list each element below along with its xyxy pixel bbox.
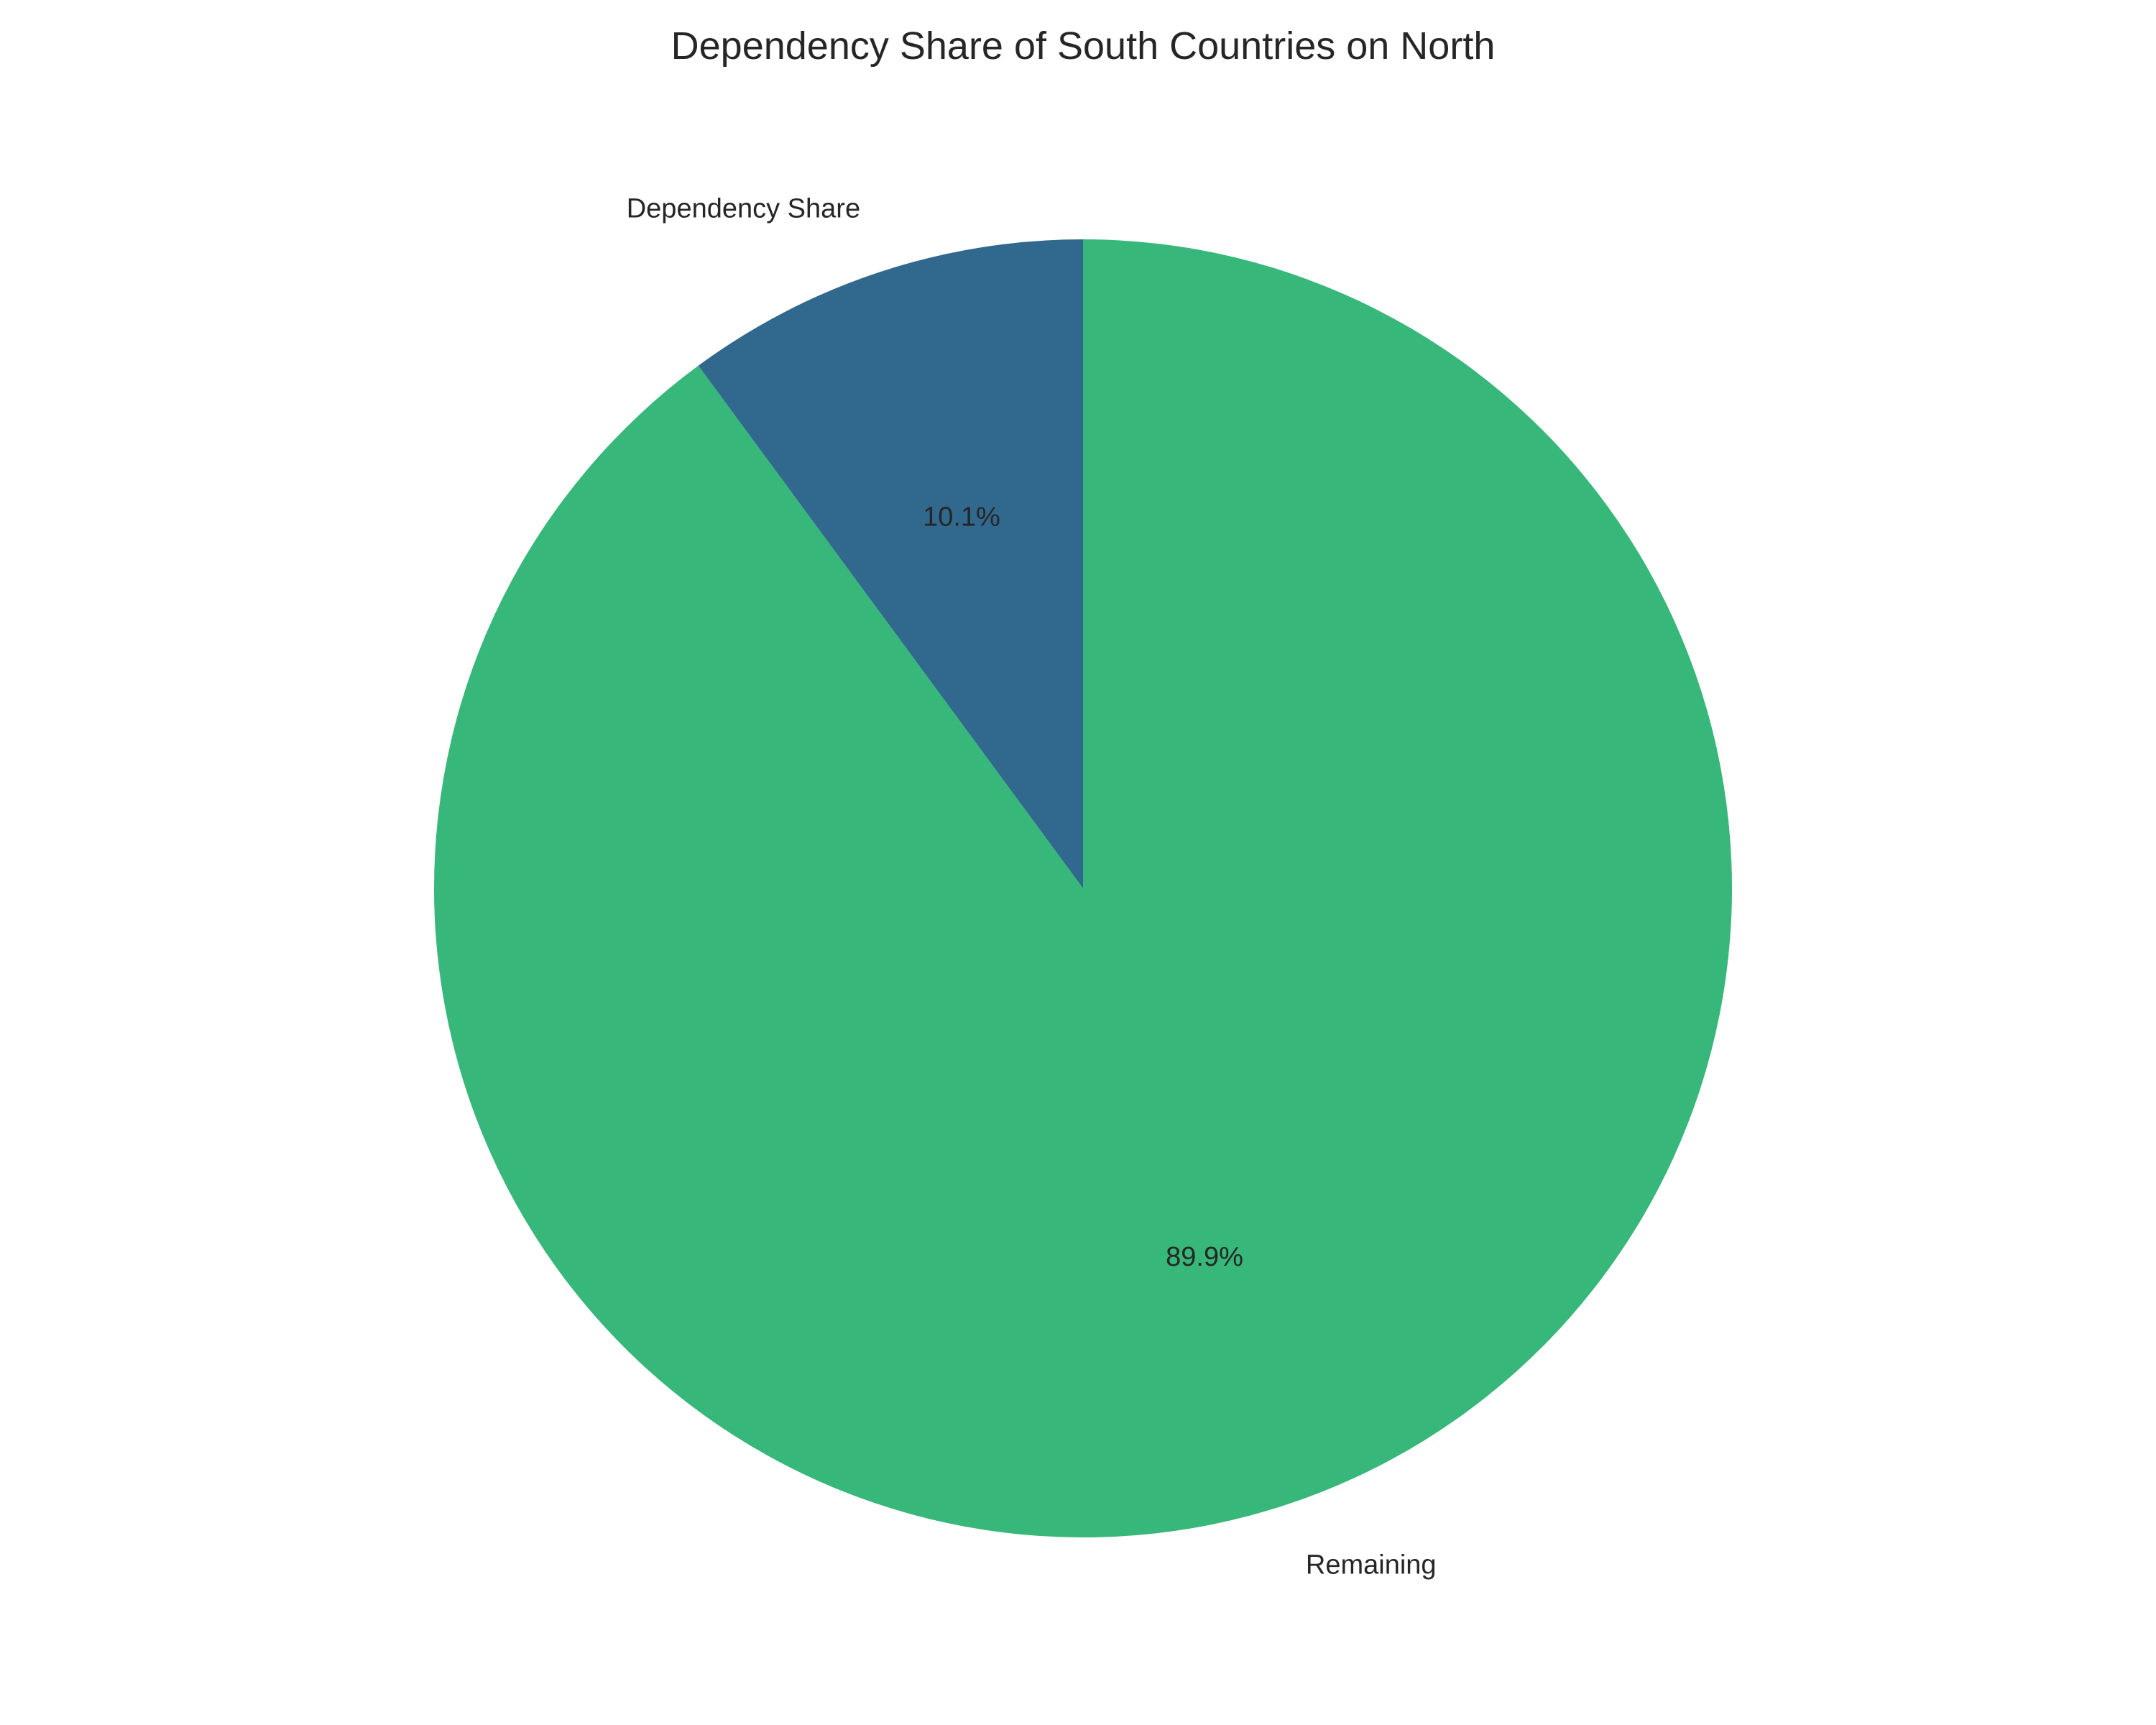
pie-labels: Dependency Share 10.1% Remaining 89.9% bbox=[627, 193, 1437, 1580]
slice-percent-dependency-share: 10.1% bbox=[923, 502, 1000, 532]
chart-title: Dependency Share of South Countries on N… bbox=[671, 24, 1496, 68]
pie-slices bbox=[433, 239, 1732, 1537]
pie-slice-dependency-share bbox=[698, 239, 1083, 888]
pie-slice-remaining bbox=[433, 239, 1732, 1537]
slice-label-remaining: Remaining bbox=[1306, 1550, 1437, 1581]
slice-label-dependency-share: Dependency Share bbox=[627, 193, 860, 224]
slice-percent-remaining: 89.9% bbox=[1166, 1242, 1243, 1272]
